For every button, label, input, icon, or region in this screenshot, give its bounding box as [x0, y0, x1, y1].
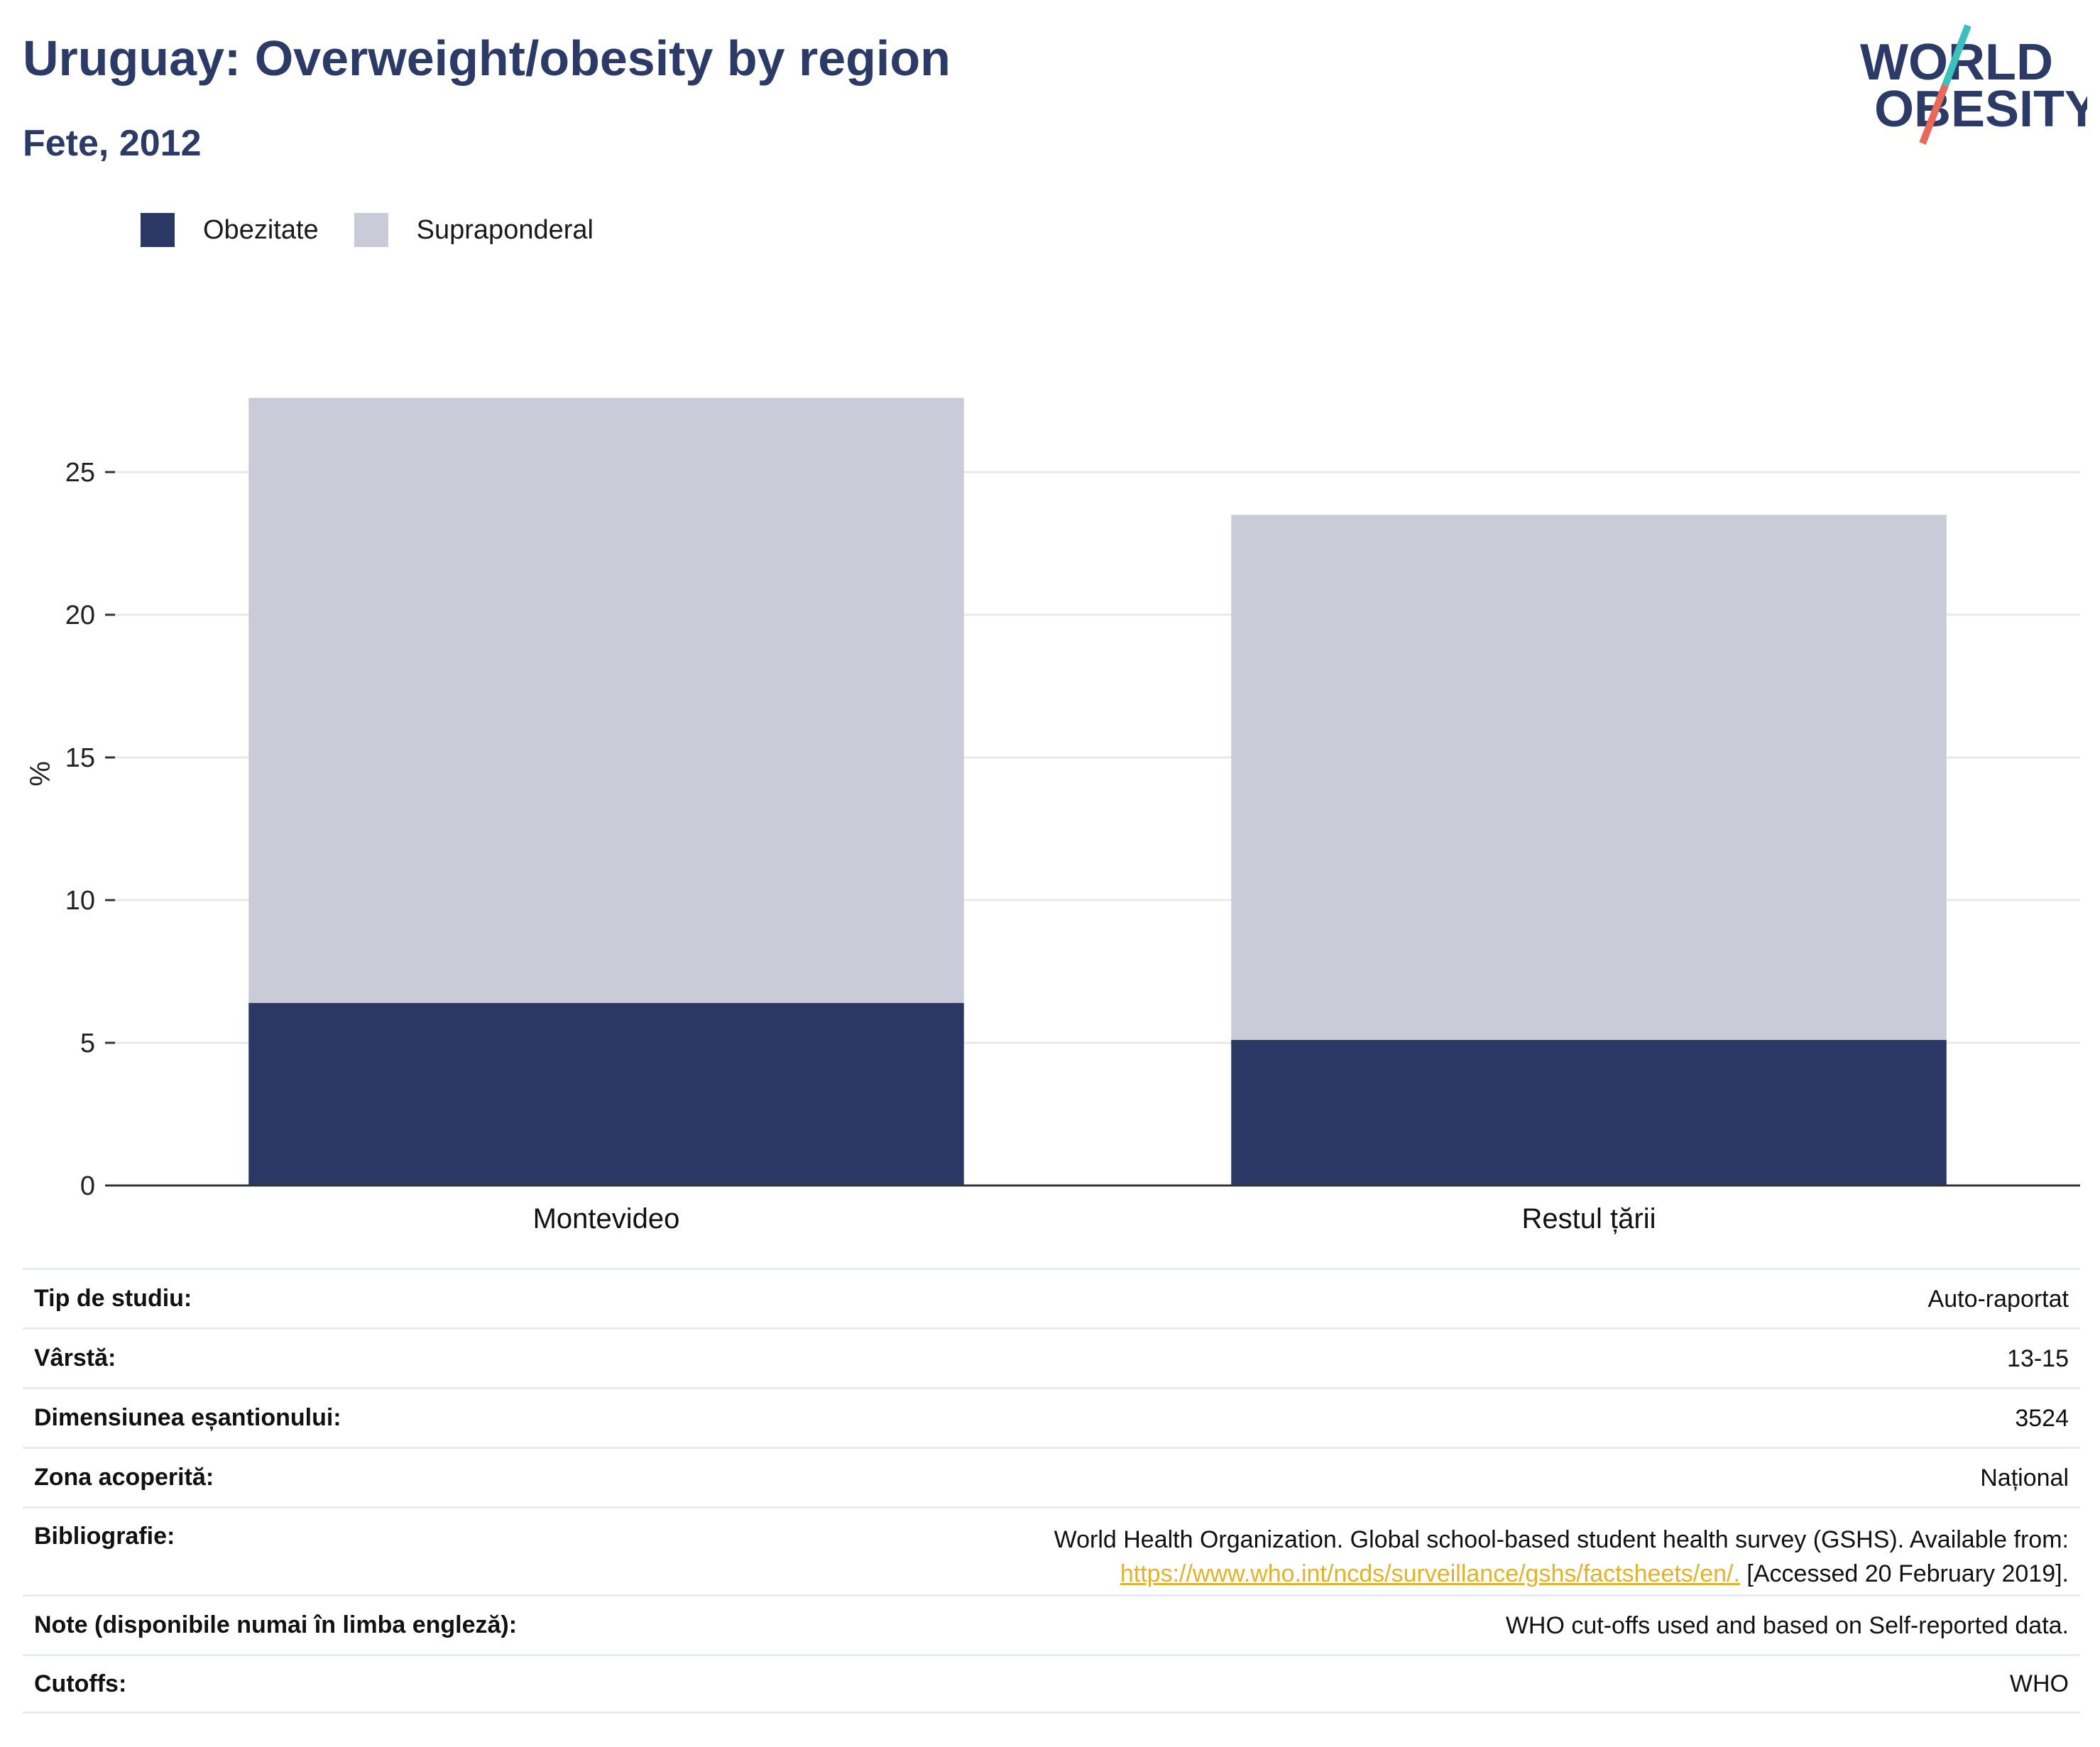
y-axis-label: %	[25, 761, 56, 787]
bibliography-link[interactable]: https://www.who.int/ncds/surveillance/gs…	[1120, 1560, 1740, 1587]
bar-segment	[1231, 515, 1947, 1040]
info-value: Național	[1980, 1464, 2069, 1491]
info-row-age: Vârstă: 13-15	[23, 1327, 2080, 1387]
y-tick-label: 15	[65, 743, 95, 773]
info-value: 3524	[2015, 1404, 2069, 1432]
y-tick-label: 0	[80, 1171, 95, 1201]
stacked-bar-chart: 0 5 10 15 20 25% Montevideo Restul țării	[25, 398, 2080, 1234]
info-label: Zona acoperită:	[34, 1464, 214, 1491]
bar-segment	[248, 1002, 964, 1185]
legend-label: Obezitate	[203, 214, 319, 245]
info-value: Auto-raportat	[1927, 1285, 2069, 1313]
x-tick-label: Restul țării	[1522, 1203, 1656, 1234]
info-label: Bibliografie:	[34, 1523, 175, 1550]
info-label: Note (disponibile numai în limba engleză…	[34, 1611, 518, 1638]
world-obesity-logo: WORLD OBESITY	[1860, 24, 2087, 145]
info-label: Dimensiunea eșantionului:	[34, 1404, 341, 1431]
chart-subtitle: Fete, 2012	[23, 123, 202, 164]
legend-item-supraponderal[interactable]: Supraponderal	[354, 213, 594, 247]
info-value: 13-15	[2007, 1345, 2069, 1372]
y-tick-label: 10	[65, 886, 95, 916]
legend-item-obezitate[interactable]: Obezitate	[141, 213, 319, 247]
logo-slash-top	[1942, 24, 1972, 87]
bar-segment	[1231, 1039, 1947, 1185]
info-row-sample-size: Dimensiunea eșantionului: 3524	[23, 1387, 2080, 1447]
bibliography-accessed: [Accessed 20 February 2019].	[1746, 1560, 2069, 1587]
logo-line-2: OBESITY	[1874, 81, 2087, 138]
legend-swatch	[141, 213, 175, 247]
chart-legend: Obezitate Supraponderal	[141, 210, 629, 250]
info-row-notes: Note (disponibile numai în limba engleză…	[23, 1594, 2080, 1654]
info-row-coverage: Zona acoperită: Național	[23, 1447, 2080, 1506]
y-tick-label: 5	[80, 1029, 95, 1058]
info-row-bibliography: Bibliografie: World Health Organization.…	[23, 1506, 2080, 1594]
y-tick-label: 20	[65, 601, 95, 630]
info-value: WHO	[2009, 1670, 2069, 1697]
info-value-bibliography: World Health Organization. Global school…	[1054, 1523, 2069, 1591]
study-info-table: Tip de studiu: Auto-raportat Vârstă: 13-…	[23, 1268, 2080, 1714]
bibliography-text: World Health Organization. Global school…	[1054, 1526, 2069, 1553]
bar-segment	[248, 398, 964, 1003]
info-label: Vârstă:	[34, 1345, 116, 1371]
info-label: Tip de studiu:	[34, 1285, 192, 1312]
y-tick-label: 25	[65, 458, 95, 488]
legend-swatch	[354, 213, 388, 247]
legend-label: Supraponderal	[416, 214, 594, 245]
x-tick-label: Montevideo	[533, 1203, 680, 1234]
chart-title: Uruguay: Overweight/obesity by region	[23, 31, 951, 86]
info-row-cutoffs: Cutoffs: WHO	[23, 1654, 2080, 1714]
info-label: Cutoffs:	[34, 1670, 127, 1697]
info-value: WHO cut-offs used and based on Self-repo…	[1505, 1611, 2069, 1639]
info-row-study-type: Tip de studiu: Auto-raportat	[23, 1268, 2080, 1327]
logo-slash-bottom	[1919, 84, 1949, 145]
